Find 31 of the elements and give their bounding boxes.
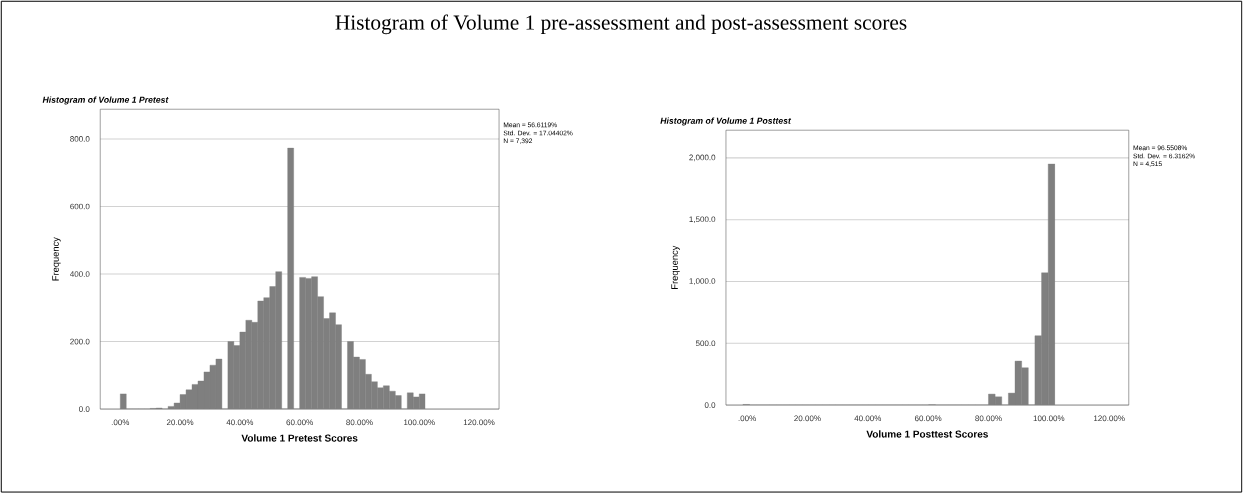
y-tick-label: 200.0 xyxy=(70,338,90,345)
chart-title: Histogram of Volume 1 Posttest xyxy=(660,117,792,126)
x-tick-label: 60.00% xyxy=(286,419,313,425)
y-tick-label: 800.0 xyxy=(70,135,90,142)
x-tick-label: 40.00% xyxy=(226,419,254,425)
x-tick-label: .00% xyxy=(738,415,756,421)
x-axis-title: Volume 1 Pretest Scores xyxy=(241,434,358,442)
x-tick-label: 60.00% xyxy=(914,415,942,421)
x-tick-label: .00% xyxy=(111,419,130,425)
x-tick-label: 80.00% xyxy=(975,415,1002,421)
y-tick-label: 600.0 xyxy=(70,203,90,210)
x-tick-label: 80.00% xyxy=(346,419,373,425)
x-axis-title: Volume 1 Posttest Scores xyxy=(866,430,988,438)
y-tick-label: 0.0 xyxy=(79,406,90,412)
x-tick-label: 40.00% xyxy=(854,415,882,421)
x-tick-label: 120.00% xyxy=(1093,415,1125,421)
y-tick-label: 1,000.0 xyxy=(689,278,716,285)
x-tick-label: 100.00% xyxy=(1033,415,1065,421)
y-axis-title: Frequency xyxy=(52,236,61,281)
text: Histogram of Volume 1 pre-assessment and post-assessment scores xyxy=(335,14,907,34)
x-tick-label: 20.00% xyxy=(794,415,821,421)
y-axis-title: Frequency xyxy=(671,245,680,289)
y-tick-label: 400.0 xyxy=(70,271,90,277)
x-tick-label: 120.00% xyxy=(463,419,495,425)
y-tick-label: 500.0 xyxy=(695,340,716,346)
chart-title: Histogram of Volume 1 Pretest xyxy=(42,96,169,105)
y-tick-label: 0.0 xyxy=(704,402,716,408)
x-tick-label: 20.00% xyxy=(166,419,194,425)
y-tick-label: 1,500.0 xyxy=(689,216,716,223)
x-tick-label: 100.00% xyxy=(404,419,435,425)
y-tick-label: 2,000.0 xyxy=(689,154,716,162)
